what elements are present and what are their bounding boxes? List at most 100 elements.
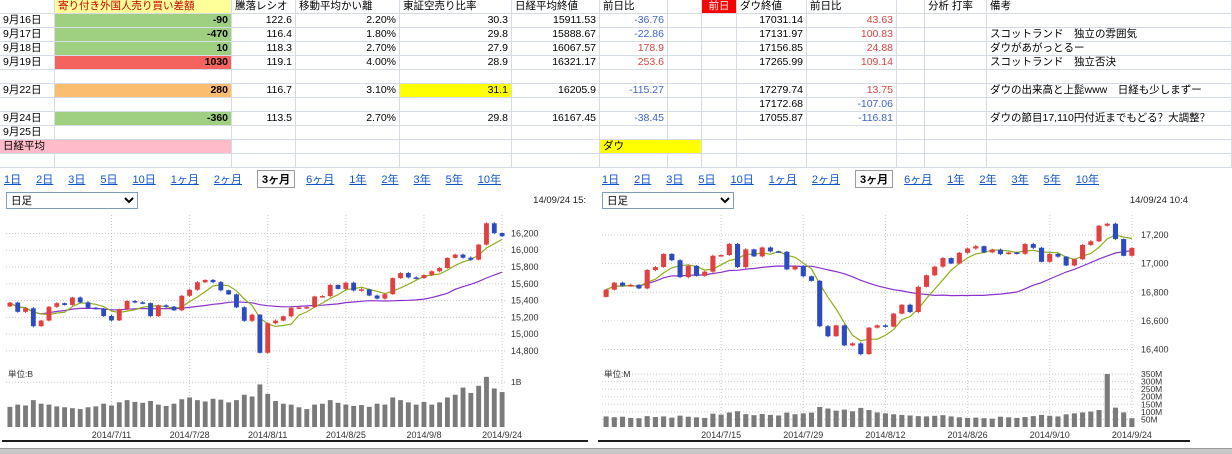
table-cell[interactable]: 122.6 [232, 14, 296, 28]
table-cell[interactable]: -360 [55, 112, 232, 126]
dow-period-select[interactable]: 日足 [602, 192, 734, 209]
range-tab-5日[interactable]: 5日 [100, 174, 118, 186]
range-tab-5年[interactable]: 5年 [445, 174, 463, 186]
table-cell[interactable]: 4.00% [296, 56, 400, 70]
table-cell[interactable]: 17265.99 [737, 56, 807, 70]
range-tab-2日[interactable]: 2日 [36, 174, 54, 186]
table-cell[interactable]: -36.76 [600, 14, 668, 28]
note-header[interactable]: 備考 [987, 0, 1232, 14]
range-tab-3年[interactable]: 3年 [1011, 174, 1029, 186]
table-cell[interactable]: 253.6 [600, 56, 668, 70]
table-cell[interactable]: 116.7 [232, 84, 296, 98]
range-tab-10日[interactable]: 10日 [132, 174, 156, 186]
range-tab-5日[interactable]: 5日 [698, 174, 716, 186]
range-tab-5年[interactable]: 5年 [1043, 174, 1061, 186]
range-tab-2年[interactable]: 2年 [381, 174, 399, 186]
table-cell[interactable]: 27.9 [400, 42, 512, 56]
range-tab-3ヶ月[interactable]: 3ヶ月 [257, 170, 296, 188]
table-cell[interactable]: -22.86 [600, 28, 668, 42]
table-cell[interactable]: 113.5 [232, 112, 296, 126]
range-tab-3日[interactable]: 3日 [68, 174, 86, 186]
nikkei-change-header[interactable]: 前日比 [600, 0, 668, 14]
table-cell[interactable]: 2.70% [296, 42, 400, 56]
table-cell[interactable]: -90 [55, 14, 232, 28]
table-cell[interactable]: 15911.53 [512, 14, 600, 28]
table-cell[interactable]: 17279.74 [737, 84, 807, 98]
note-cell[interactable]: ダウの出来高と上髭www 日経も少しまずー [987, 84, 1232, 98]
range-tab-2年[interactable]: 2年 [979, 174, 997, 186]
table-cell[interactable]: 109.14 [807, 56, 897, 70]
table-cell[interactable]: 17172.68 [737, 98, 807, 112]
dow-section-label[interactable]: ダウ [600, 140, 702, 154]
table-cell[interactable]: 10 [55, 42, 232, 56]
dow-change-header[interactable]: 前日比 [807, 0, 897, 14]
date-cell[interactable]: 9月17日 [0, 28, 55, 42]
date-cell[interactable]: 9月22日 [0, 84, 55, 98]
date-cell[interactable]: 9月19日 [0, 56, 55, 70]
range-tab-1日[interactable]: 1日 [4, 174, 22, 186]
range-tab-2日[interactable]: 2日 [634, 174, 652, 186]
analysis-header[interactable]: 分析 打率 [925, 0, 987, 14]
date-cell[interactable]: 9月24日 [0, 112, 55, 126]
range-tab-10日[interactable]: 10日 [730, 174, 754, 186]
nikkei-period-select[interactable]: 日足 [6, 192, 138, 209]
range-tab-6ヶ月[interactable]: 6ヶ月 [904, 174, 933, 186]
foreign-diff-header[interactable]: 寄り付き外国人売り買い差額 [55, 0, 232, 14]
table-cell[interactable]: 43.63 [807, 14, 897, 28]
table-cell[interactable]: 178.9 [600, 42, 668, 56]
range-tab-1ヶ月[interactable]: 1ヶ月 [170, 174, 199, 186]
range-tab-10年[interactable]: 10年 [477, 174, 501, 186]
table-cell[interactable]: 1.80% [296, 28, 400, 42]
note-cell[interactable]: スコットランド 独立否決 [987, 56, 1232, 70]
table-cell[interactable]: 15888.67 [512, 28, 600, 42]
table-cell[interactable]: 31.1 [400, 84, 512, 98]
short-ratio-header[interactable]: 東証空売り比率 [400, 0, 512, 14]
range-tab-3ヶ月[interactable]: 3ヶ月 [855, 170, 894, 188]
table-cell[interactable]: 116.4 [232, 28, 296, 42]
range-tab-1日[interactable]: 1日 [602, 174, 620, 186]
prev-day-header[interactable]: 前日 [702, 0, 737, 14]
nikkei-close-header[interactable]: 日経平均終値 [512, 0, 600, 14]
ma-deviation-header[interactable]: 移動平均かい離 [296, 0, 400, 14]
range-tab-2ヶ月[interactable]: 2ヶ月 [811, 174, 840, 186]
table-cell[interactable]: 17055.87 [737, 112, 807, 126]
table-cell[interactable]: 118.3 [232, 42, 296, 56]
table-cell[interactable]: 30.3 [400, 14, 512, 28]
range-tab-1年[interactable]: 1年 [947, 174, 965, 186]
range-tab-3日[interactable]: 3日 [666, 174, 684, 186]
table-cell[interactable]: -38.45 [600, 112, 668, 126]
date-cell[interactable]: 9月25日 [0, 126, 55, 140]
table-cell[interactable]: 2.70% [296, 112, 400, 126]
table-cell[interactable]: 29.8 [400, 112, 512, 126]
table-cell[interactable]: 119.1 [232, 56, 296, 70]
dow-close-header[interactable]: ダウ終値 [737, 0, 807, 14]
table-cell[interactable]: -116.81 [807, 112, 897, 126]
note-cell[interactable]: ダウの節目17,110円付近までもどる？大調整？ [987, 112, 1232, 126]
range-tab-10年[interactable]: 10年 [1075, 174, 1099, 186]
range-tab-3年[interactable]: 3年 [413, 174, 431, 186]
table-cell[interactable]: -107.06 [807, 98, 897, 112]
table-cell[interactable]: 100.83 [807, 28, 897, 42]
range-tab-1年[interactable]: 1年 [349, 174, 367, 186]
table-cell[interactable]: 17131.97 [737, 28, 807, 42]
table-cell[interactable]: 16205.9 [512, 84, 600, 98]
table-cell[interactable]: 3.10% [296, 84, 400, 98]
range-tab-6ヶ月[interactable]: 6ヶ月 [306, 174, 335, 186]
table-cell[interactable]: -470 [55, 28, 232, 42]
table-cell[interactable]: -115.27 [600, 84, 668, 98]
note-cell[interactable]: スコットランド 独立の雰囲気 [987, 28, 1232, 42]
table-cell[interactable]: 29.8 [400, 28, 512, 42]
nikkei-section-label[interactable]: 日経平均 [0, 140, 232, 154]
window-bottom-bar[interactable] [0, 448, 1232, 454]
table-cell[interactable]: 16321.17 [512, 56, 600, 70]
table-cell[interactable]: 17156.85 [737, 42, 807, 56]
table-cell[interactable]: 28.9 [400, 56, 512, 70]
table-cell[interactable]: 1030 [55, 56, 232, 70]
date-cell[interactable]: 9月18日 [0, 42, 55, 56]
table-cell[interactable]: 2.20% [296, 14, 400, 28]
range-tab-2ヶ月[interactable]: 2ヶ月 [213, 174, 242, 186]
table-cell[interactable]: 24.88 [807, 42, 897, 56]
table-cell[interactable]: 16167.45 [512, 112, 600, 126]
updown-ratio-header[interactable]: 騰落レシオ [232, 0, 296, 14]
range-tab-1ヶ月[interactable]: 1ヶ月 [768, 174, 797, 186]
